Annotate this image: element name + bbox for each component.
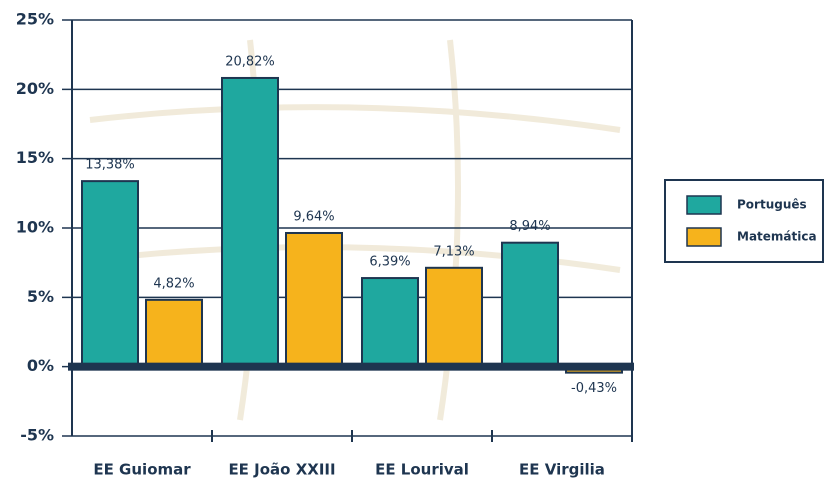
bar: [285, 231, 343, 368]
legend-label: Português: [737, 198, 807, 212]
y-tick-label: 0%: [27, 356, 54, 375]
value-label: 4,82%: [153, 276, 194, 291]
y-tick-label: 20%: [16, 79, 54, 98]
x-tick-label: EE Virgilia: [519, 461, 605, 479]
x-tick-label: EE Lourival: [375, 461, 469, 479]
bar: [361, 277, 419, 368]
value-label: 6,39%: [369, 255, 410, 270]
value-label: 8,94%: [509, 219, 550, 234]
y-tick-label: 5%: [27, 287, 54, 306]
legend-label: Matemática: [737, 230, 817, 244]
legend: [664, 179, 824, 263]
y-tick-label: 10%: [16, 218, 54, 237]
y-tick-label: 25%: [16, 10, 54, 29]
legend-swatch: [686, 195, 722, 215]
x-tick-label: EE João XXIII: [228, 461, 335, 479]
zero-line: [68, 362, 634, 371]
bar: [81, 180, 139, 368]
legend-swatch: [686, 227, 722, 247]
bar: [145, 298, 203, 368]
x-tick-label: EE Guiomar: [93, 461, 191, 479]
value-label: 9,64%: [293, 209, 334, 224]
value-label: -0,43%: [571, 381, 617, 396]
texture-line: [89, 104, 621, 133]
bar: [221, 76, 279, 368]
legend-box: [664, 179, 824, 263]
y-tick-label: 15%: [16, 148, 54, 167]
value-label: 7,13%: [433, 244, 474, 259]
bar: [501, 241, 559, 368]
value-label: 20,82%: [225, 54, 275, 69]
value-label: 13,38%: [85, 158, 135, 173]
y-tick-label: -5%: [20, 426, 54, 445]
bar: [425, 266, 483, 368]
